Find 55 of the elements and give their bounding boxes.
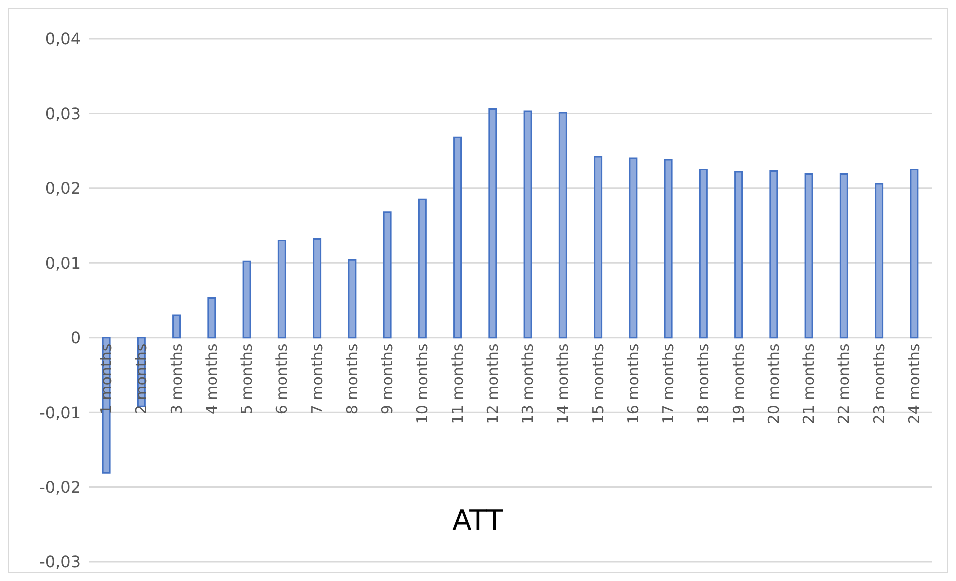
bar — [208, 298, 216, 339]
x-tick-label: 20 months — [764, 344, 783, 424]
x-tick-label: 15 months — [589, 344, 608, 424]
bar — [418, 198, 427, 339]
x-tick-label: 5 months — [238, 344, 256, 415]
bar — [594, 156, 603, 339]
x-tick-label: 12 months — [484, 344, 502, 424]
bar — [875, 183, 884, 339]
x-tick-label: 8 months — [343, 344, 362, 415]
bar — [558, 112, 568, 339]
y-tick-label: -0,01 — [40, 403, 81, 422]
bar — [770, 170, 778, 339]
bar — [278, 240, 286, 339]
x-tick-label: 13 months — [519, 344, 538, 424]
x-tick-label: 1 months — [98, 344, 116, 415]
x-tick-label: 22 months — [835, 344, 854, 424]
x-tick-label: 21 months — [800, 344, 818, 424]
x-tick-label: 10 months — [414, 344, 432, 424]
y-tick-label: -0,02 — [40, 478, 81, 497]
bar — [242, 260, 252, 339]
x-tick-label: 23 months — [870, 344, 888, 424]
bar — [804, 173, 814, 339]
x-tick-label: 2 months — [132, 344, 151, 415]
y-tick-label: 0,02 — [45, 179, 81, 198]
bar — [348, 259, 357, 339]
x-tick-label: 14 months — [554, 344, 572, 424]
x-tick-label: 19 months — [730, 344, 748, 424]
y-tick-label: 0,01 — [45, 254, 81, 273]
y-tick-label: -0,03 — [40, 552, 81, 572]
bar — [910, 169, 919, 339]
bar — [699, 169, 708, 339]
x-tick-label: 9 months — [378, 344, 397, 415]
x-tick-label: 6 months — [273, 344, 292, 415]
bar — [488, 108, 498, 339]
x-tick-label: 7 months — [308, 344, 326, 415]
bar — [313, 238, 322, 339]
x-tick-label: 18 months — [694, 344, 713, 424]
y-tick-label: 0,04 — [45, 30, 81, 49]
bar — [172, 314, 182, 339]
x-tick-label: 17 months — [660, 344, 678, 424]
bar — [734, 171, 744, 339]
x-tick-label: 11 months — [448, 344, 467, 424]
x-tick-label: 24 months — [905, 344, 924, 424]
y-tick-label: 0,03 — [45, 104, 81, 124]
y-tick-label: 0 — [70, 328, 81, 348]
x-tick-label: 4 months — [202, 344, 221, 415]
bar — [454, 136, 462, 339]
x-tick-label: 16 months — [624, 344, 642, 424]
bar — [664, 159, 673, 339]
bar — [383, 212, 392, 339]
x-axis-title: ATT — [452, 504, 504, 537]
bar — [629, 158, 638, 339]
bar — [840, 173, 848, 339]
bar — [524, 110, 532, 339]
x-tick-label: 3 months — [168, 344, 186, 415]
